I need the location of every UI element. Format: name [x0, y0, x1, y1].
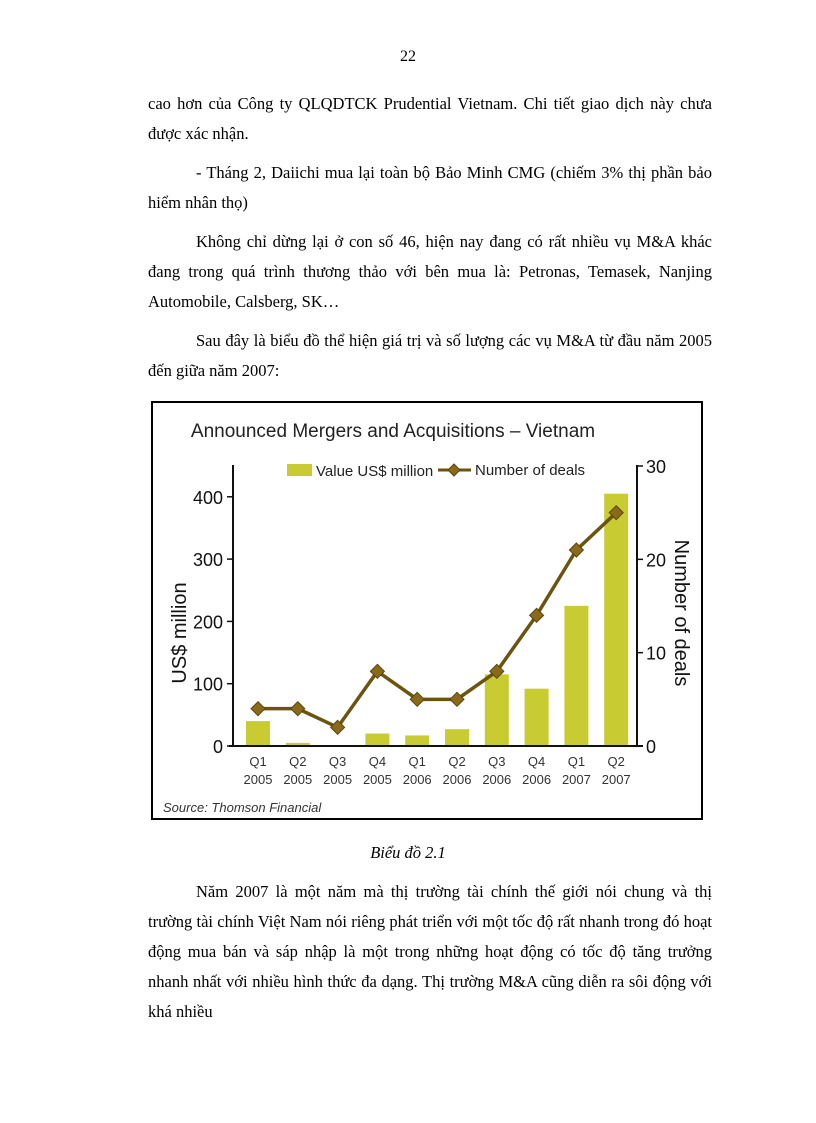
x-tick-label-quarter: Q4	[528, 754, 545, 769]
y-tick-label: 100	[193, 675, 223, 695]
bar-8	[564, 605, 589, 746]
x-tick-label-quarter: Q4	[369, 754, 386, 769]
y-tick-label: 200	[193, 612, 223, 632]
x-tick-label-year: 2006	[443, 772, 472, 787]
page-number: 22	[400, 48, 416, 65]
x-tick-label-quarter: Q3	[488, 754, 505, 769]
legend-diamond-marker	[447, 463, 461, 477]
deals-marker-5	[449, 691, 465, 708]
deals-marker-8	[568, 542, 585, 558]
y2-tick-label: 30	[646, 457, 666, 477]
x-tick-label-quarter: Q2	[289, 754, 306, 769]
deals-marker-6	[489, 663, 505, 680]
paragraph: - Tháng 2, Daiichi mua lại toàn bộ Bảo M…	[148, 163, 712, 212]
paragraph: Sau đây là biểu đồ thể hiện giá trị và s…	[148, 331, 712, 380]
x-tick-label-quarter: Q2	[608, 754, 625, 769]
deals-marker-7	[528, 607, 545, 624]
legend: Value US$ million Number of deals	[287, 462, 585, 480]
deals-marker-0	[250, 700, 266, 717]
deals-marker-2	[329, 719, 346, 736]
deals-marker-1	[290, 700, 306, 717]
x-tick-label-year: 2007	[602, 772, 631, 787]
x-tick-label-year: 2005	[283, 772, 312, 787]
paragraph: Năm 2007 là một năm mà thị trường tài ch…	[148, 882, 712, 1021]
x-tick-label-year: 2005	[244, 772, 273, 787]
x-tick-label-year: 2006	[403, 772, 432, 787]
deals-marker-4	[409, 691, 425, 708]
legend-label-value: Value US$ million	[316, 463, 433, 480]
y2-tick-label: 20	[646, 550, 666, 570]
bar-5	[445, 729, 469, 746]
chart-title: Announced Mergers and Acquisitions – Vie…	[191, 421, 595, 442]
y2-tick-label: 10	[646, 644, 666, 664]
y-tick-label: 300	[193, 550, 223, 570]
y-tick-label: 400	[193, 488, 223, 508]
x-tick-label-quarter: Q3	[329, 754, 346, 769]
figure-caption: Biểu đồ 2.1	[370, 843, 446, 862]
legend-label-deals: Number of deals	[475, 462, 585, 479]
x-tick-label-year: 2005	[323, 772, 352, 787]
legend-bar-swatch	[287, 464, 312, 476]
y2-tick-label: 0	[646, 737, 656, 757]
chart-source: Source: Thomson Financial	[163, 800, 322, 815]
bar-9	[604, 493, 629, 746]
deals-marker-3	[369, 663, 386, 680]
paragraph: Không chỉ dừng lại ở con số 46, hiện nay…	[148, 232, 712, 311]
bar-4	[405, 735, 430, 746]
chart-figure: Announced Mergers and Acquisitions – Vie…	[151, 401, 703, 820]
bar-0	[246, 721, 270, 746]
paragraph: cao hơn của Công ty QLQDTCK Prudential V…	[148, 94, 712, 143]
bar-6	[484, 674, 509, 746]
x-tick-label-year: 2007	[562, 772, 591, 787]
x-tick-label-year: 2006	[482, 772, 511, 787]
y-tick-label: 0	[213, 737, 223, 757]
chart: Announced Mergers and Acquisitions – Vie…	[163, 421, 692, 815]
bar-7	[524, 688, 549, 746]
bar-1	[285, 742, 310, 746]
bar-3	[365, 733, 390, 746]
y2-axis-label: Number of deals	[670, 540, 692, 687]
x-tick-label-year: 2006	[522, 772, 551, 787]
x-tick-label-quarter: Q1	[568, 754, 585, 769]
x-tick-label-quarter: Q1	[409, 754, 426, 769]
y-axis-label: US$ million	[169, 582, 191, 683]
deals-line	[258, 511, 618, 730]
deals-marker-9	[608, 504, 624, 521]
x-tick-label-year: 2005	[363, 772, 392, 787]
x-tick-label-quarter: Q1	[249, 754, 266, 769]
x-tick-label-quarter: Q2	[448, 754, 465, 769]
